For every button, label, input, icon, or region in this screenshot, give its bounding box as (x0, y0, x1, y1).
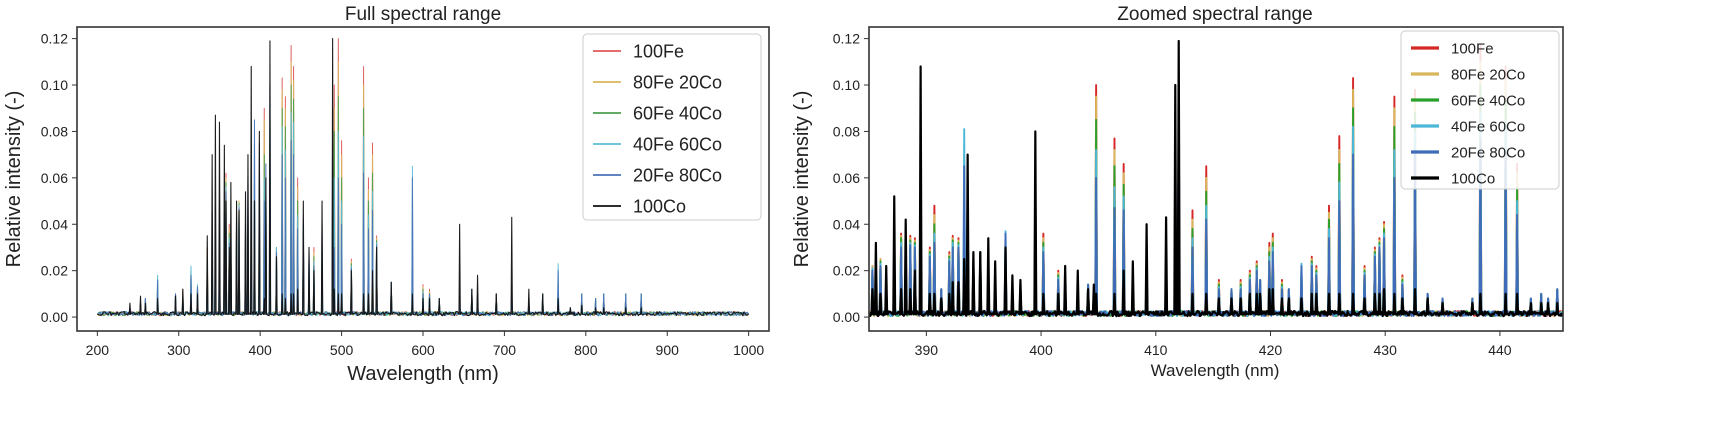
y-tick-label: 0.06 (833, 170, 860, 186)
spectrum-lines (96, 38, 750, 317)
x-tick-label: 500 (330, 342, 354, 358)
x-tick-label: 440 (1488, 342, 1512, 358)
y-tick-label: 0.12 (833, 31, 860, 47)
y-tick-label: 0.00 (41, 309, 68, 325)
y-tick-label: 0.02 (41, 263, 68, 279)
plot-frame (868, 26, 1564, 332)
y-tick-label: 0.08 (41, 123, 68, 139)
legend-label: 100Co (633, 196, 686, 216)
y-tick-label: 0.12 (41, 31, 68, 47)
x-tick-label: 430 (1374, 342, 1398, 358)
x-tick-label: 800 (574, 342, 598, 358)
chart-title: Zoomed spectral range (1117, 4, 1312, 25)
legend-label: 60Fe 40Co (1451, 92, 1525, 109)
x-axis-label: Wavelength (nm) (1151, 361, 1280, 380)
y-tick-label: 0.06 (41, 170, 68, 186)
x-tick-label: 420 (1259, 342, 1283, 358)
legend-label: 100Co (1451, 170, 1495, 187)
y-tick-label: 0.04 (41, 216, 68, 232)
y-tick-label: 0.00 (833, 309, 860, 325)
x-tick-label: 390 (915, 342, 939, 358)
legend: 100Fe 80Fe 20Co 60Fe 40Co 40Fe 60Co 20Fe 80C… (582, 33, 762, 221)
y-tick-label: 0.08 (833, 123, 860, 139)
x-tick-label: 400 (248, 342, 272, 358)
y-tick-label: 0.02 (833, 263, 860, 279)
legend-label: 80Fe 20Co (1451, 66, 1525, 83)
spectrum-lines (869, 39, 1563, 318)
axis-ticks: 200 300 400 500 600 700 800 900 1000 0.00 0.02 0.04… (41, 31, 765, 358)
y-tick-label: 0.10 (833, 77, 860, 93)
x-tick-label: 400 (1029, 342, 1053, 358)
x-tick-label: 200 (86, 342, 110, 358)
legend-label: 40Fe 60Co (1451, 118, 1525, 135)
x-tick-label: 410 (1144, 342, 1168, 358)
legend-label: 100Fe (633, 41, 684, 61)
legend-box (1400, 30, 1560, 190)
y-axis-label: Relative intensity (-) (3, 91, 25, 268)
series-line (97, 38, 750, 317)
legend-label: 60Fe 40Co (633, 103, 722, 123)
x-tick-label: 700 (493, 342, 517, 358)
y-axis-label: Relative intensity (-) (791, 91, 813, 268)
series-line (869, 39, 1563, 318)
legend-label: 20Fe 80Co (633, 165, 722, 185)
x-tick-label: 300 (167, 342, 191, 358)
chart-title: Full spectral range (345, 4, 501, 25)
legend-box (582, 33, 762, 221)
legend: 100Fe 80Fe 20Co 60Fe 40Co 40Fe 60Co 20Fe 80C… (1400, 30, 1560, 190)
y-tick-label: 0.10 (41, 77, 68, 93)
x-tick-label: 900 (656, 342, 680, 358)
axis-ticks: 390 400 410 420 430 440 0.00 0.02 0.04 0.06 0.08 0.… (833, 31, 1512, 358)
x-axis-label: Wavelength (nm) (347, 363, 499, 385)
legend-label: 40Fe 60Co (633, 134, 722, 154)
x-tick-label: 1000 (733, 342, 764, 358)
chart-full-spectral-range: Full spectral range 200 300 400 500 600 700 80… (3, 4, 770, 385)
x-tick-label: 600 (411, 342, 435, 358)
chart-zoomed-spectral-range: Zoomed spectral range 390 400 410 420 430 440… (791, 4, 1564, 380)
legend-label: 80Fe 20Co (633, 72, 722, 92)
legend-label: 100Fe (1451, 40, 1494, 57)
y-tick-label: 0.04 (833, 216, 860, 232)
legend-label: 20Fe 80Co (1451, 144, 1525, 161)
